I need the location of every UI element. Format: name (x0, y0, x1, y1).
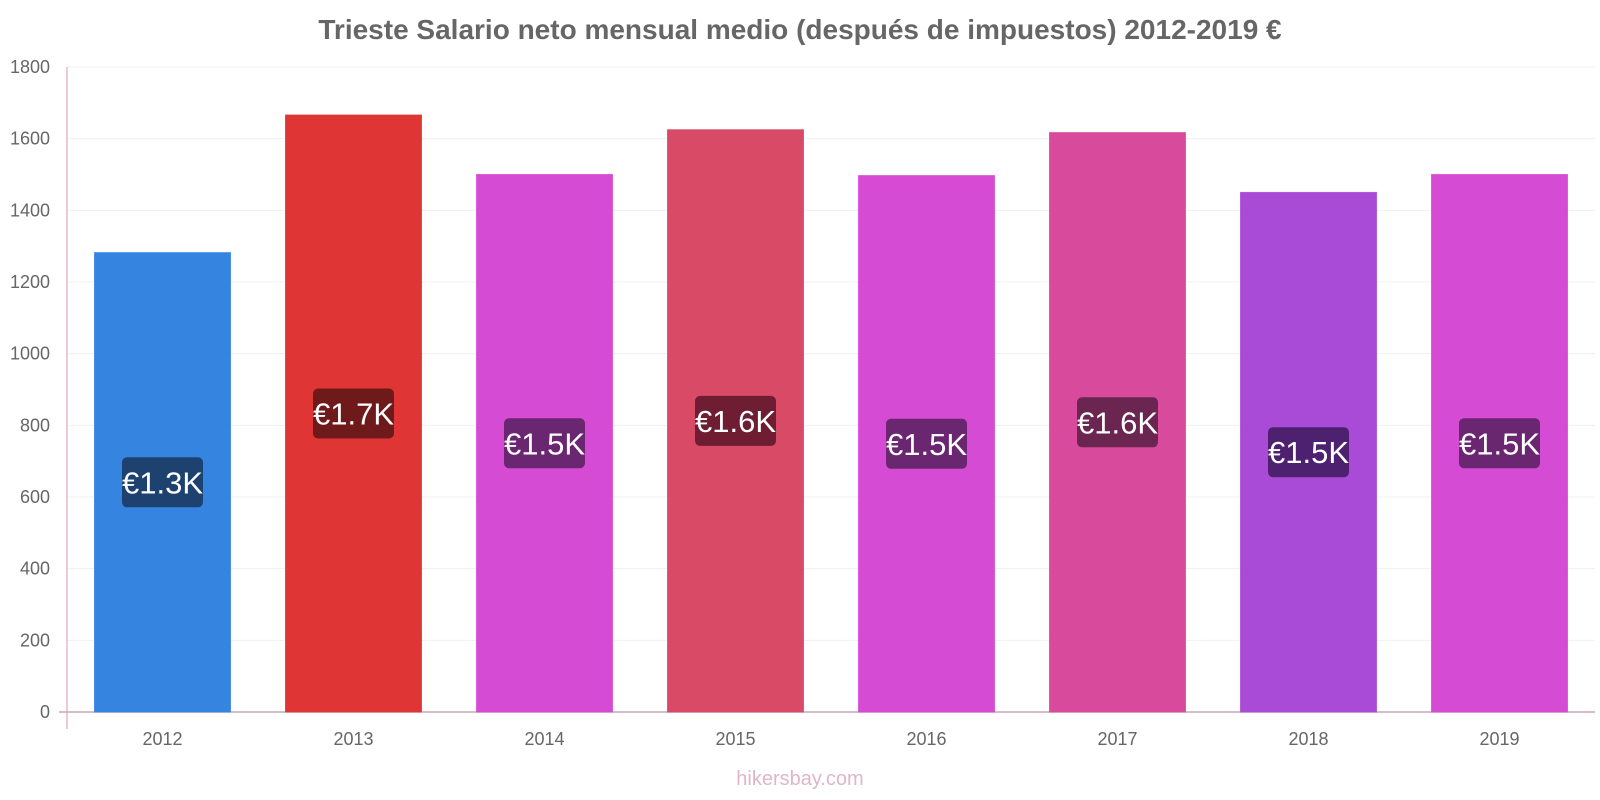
y-tick-label: 1600 (10, 129, 50, 149)
data-label-box-2015 (695, 395, 776, 446)
data-label-2016: €1.5K (886, 427, 967, 462)
data-label-box-2018 (1268, 427, 1349, 478)
y-tick-label: 1000 (10, 344, 50, 364)
data-label-2012: €1.3K (122, 465, 203, 500)
x-tick-label-2012: 2012 (142, 729, 182, 749)
x-tick-label-2018: 2018 (1288, 729, 1328, 749)
y-tick-label: 1800 (10, 57, 50, 77)
data-label-box-2016 (886, 418, 967, 469)
y-tick-label: 400 (20, 559, 50, 579)
y-tick-label: 800 (20, 415, 50, 435)
data-label-2015: €1.6K (695, 404, 776, 439)
x-tick-label-2015: 2015 (715, 729, 755, 749)
data-label-2013: €1.7K (313, 397, 394, 432)
data-label-box-2012 (122, 457, 203, 508)
x-tick-label-2013: 2013 (333, 729, 373, 749)
data-label-2019: €1.5K (1459, 426, 1540, 461)
x-tick-label-2014: 2014 (524, 729, 564, 749)
y-tick-label: 1400 (10, 200, 50, 220)
data-label-box-2019 (1459, 418, 1540, 469)
watermark: hikersbay.com (736, 768, 864, 790)
y-tick-label: 1200 (10, 272, 50, 292)
y-tick-label: 200 (20, 630, 50, 650)
data-label-2017: €1.6K (1077, 405, 1158, 440)
data-label-2018: €1.5K (1268, 435, 1349, 470)
x-tick-label-2016: 2016 (906, 729, 946, 749)
x-tick-label-2019: 2019 (1479, 729, 1519, 749)
y-tick-label: 0 (40, 702, 50, 722)
data-label-box-2014 (504, 418, 585, 469)
x-tick-label-2017: 2017 (1097, 729, 1137, 749)
y-tick-label: 600 (20, 487, 50, 507)
chart-title: Trieste Salario neto mensual medio (desp… (318, 14, 1282, 45)
data-label-2014: €1.5K (504, 426, 585, 461)
data-label-box-2013 (313, 388, 394, 439)
data-label-box-2017 (1077, 397, 1158, 448)
